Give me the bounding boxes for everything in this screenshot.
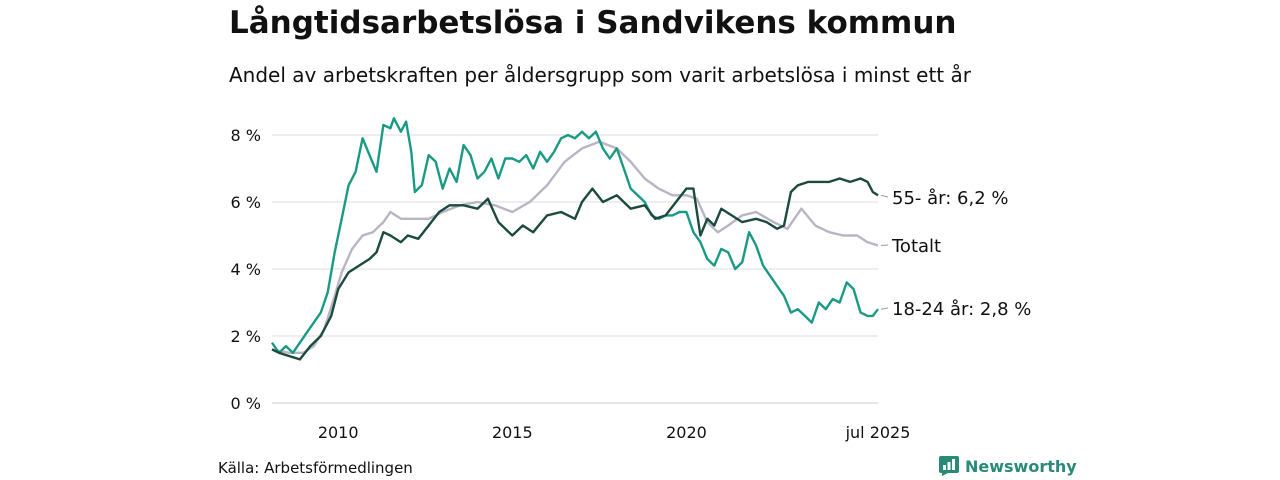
x-tick-label: 2020 <box>666 423 707 442</box>
brand-logo: Newsworthy <box>939 456 1077 476</box>
y-tick-label: 8 % <box>231 126 261 145</box>
newsworthy-icon <box>939 456 959 476</box>
y-tick-label: 0 % <box>231 394 261 413</box>
x-tick-label: jul 2025 <box>845 423 911 442</box>
axis-ticks: 0 % 2 % 4 % 6 % 8 % 2010 2015 2020 jul 2025 <box>231 126 911 442</box>
series-line-total <box>271 140 879 354</box>
x-tick-label: 2010 <box>318 423 359 442</box>
series-line-senior <box>271 177 879 361</box>
y-tick-label: 2 % <box>231 327 261 346</box>
source-note: Källa: Arbetsförmedlingen <box>218 459 413 477</box>
series-line-youth <box>271 117 879 354</box>
grid-lines <box>272 134 878 404</box>
end-label-connector-senior <box>880 194 889 198</box>
end-label-senior: 55- år: 6,2 % <box>892 188 1008 209</box>
end-label-connector-youth <box>880 307 889 310</box>
end-label-connector-total <box>880 244 889 247</box>
brand-name: Newsworthy <box>965 456 1077 476</box>
y-tick-label: 6 % <box>231 193 261 212</box>
chart-subtitle: Andel av arbetskraften per åldersgrupp s… <box>229 63 971 87</box>
end-labels: Totalt 18-24 år: 2,8 % 55- år: 6,2 % <box>880 188 1031 320</box>
chart-title: Långtidsarbetslösa i Sandvikens kommun <box>229 5 957 41</box>
end-label-total: Totalt <box>891 236 941 257</box>
series-lines <box>271 117 879 361</box>
end-label-youth: 18-24 år: 2,8 % <box>892 299 1031 320</box>
y-tick-label: 4 % <box>231 260 261 279</box>
x-tick-label: 2015 <box>492 423 533 442</box>
